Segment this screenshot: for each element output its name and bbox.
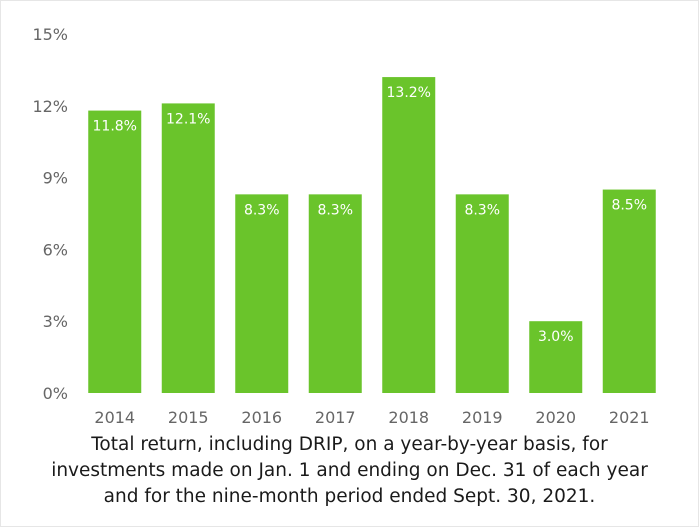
x-axis: 2014 2015 2016 2017 2018 2019 2020 2021 [94,408,649,427]
bar-2015 [161,103,215,393]
y-tick-label: 0% [43,384,68,403]
bar-chart: 0% 3% 6% 9% 12% 15% 11.8% 12.1% 8.3% 8.3% 13.2% 8.… [32,25,656,427]
bar-data-label: 12.1% [166,111,210,127]
bar-data-labels: 11.8% 12.1% 8.3% 8.3% 13.2% 8.3% 3.0% 8.5% [93,85,648,345]
bar-2014 [88,110,142,393]
y-tick-label: 9% [43,169,68,188]
x-tick-label: 2017 [315,408,356,427]
bar-data-label: 8.3% [317,202,353,218]
bar-2016 [235,194,289,393]
bar-2020 [529,321,583,393]
chart-caption: Total return, including DRIP, on a year-… [20,432,679,510]
y-axis: 0% 3% 6% 9% 12% 15% [32,25,68,403]
y-tick-label: 12% [32,97,68,116]
bar-data-label: 3.0% [538,329,574,345]
caption-line-1: Total return, including DRIP, on a year-… [91,434,608,455]
bar-data-label: 8.3% [464,202,500,218]
x-tick-label: 2018 [388,408,429,427]
y-tick-label: 6% [43,240,68,259]
caption-line-2: investments made on Jan. 1 and ending on… [51,460,648,481]
bars [88,77,656,393]
x-tick-label: 2020 [535,408,576,427]
bar-data-label: 8.5% [611,198,647,214]
bar-2018 [382,77,436,393]
bar-data-label: 8.3% [244,202,280,218]
x-tick-label: 2016 [241,408,282,427]
bar-2019 [455,194,509,393]
y-tick-label: 15% [32,25,68,44]
x-tick-label: 2014 [94,408,135,427]
x-tick-label: 2015 [168,408,209,427]
bar-2017 [308,194,362,393]
bar-data-label: 11.8% [93,119,137,135]
x-tick-label: 2019 [462,408,503,427]
bar-data-label: 13.2% [387,85,431,101]
caption-line-3: and for the nine-month period ended Sept… [103,486,596,507]
x-tick-label: 2021 [609,408,650,427]
bar-2021 [602,189,656,393]
y-tick-label: 3% [43,312,68,331]
